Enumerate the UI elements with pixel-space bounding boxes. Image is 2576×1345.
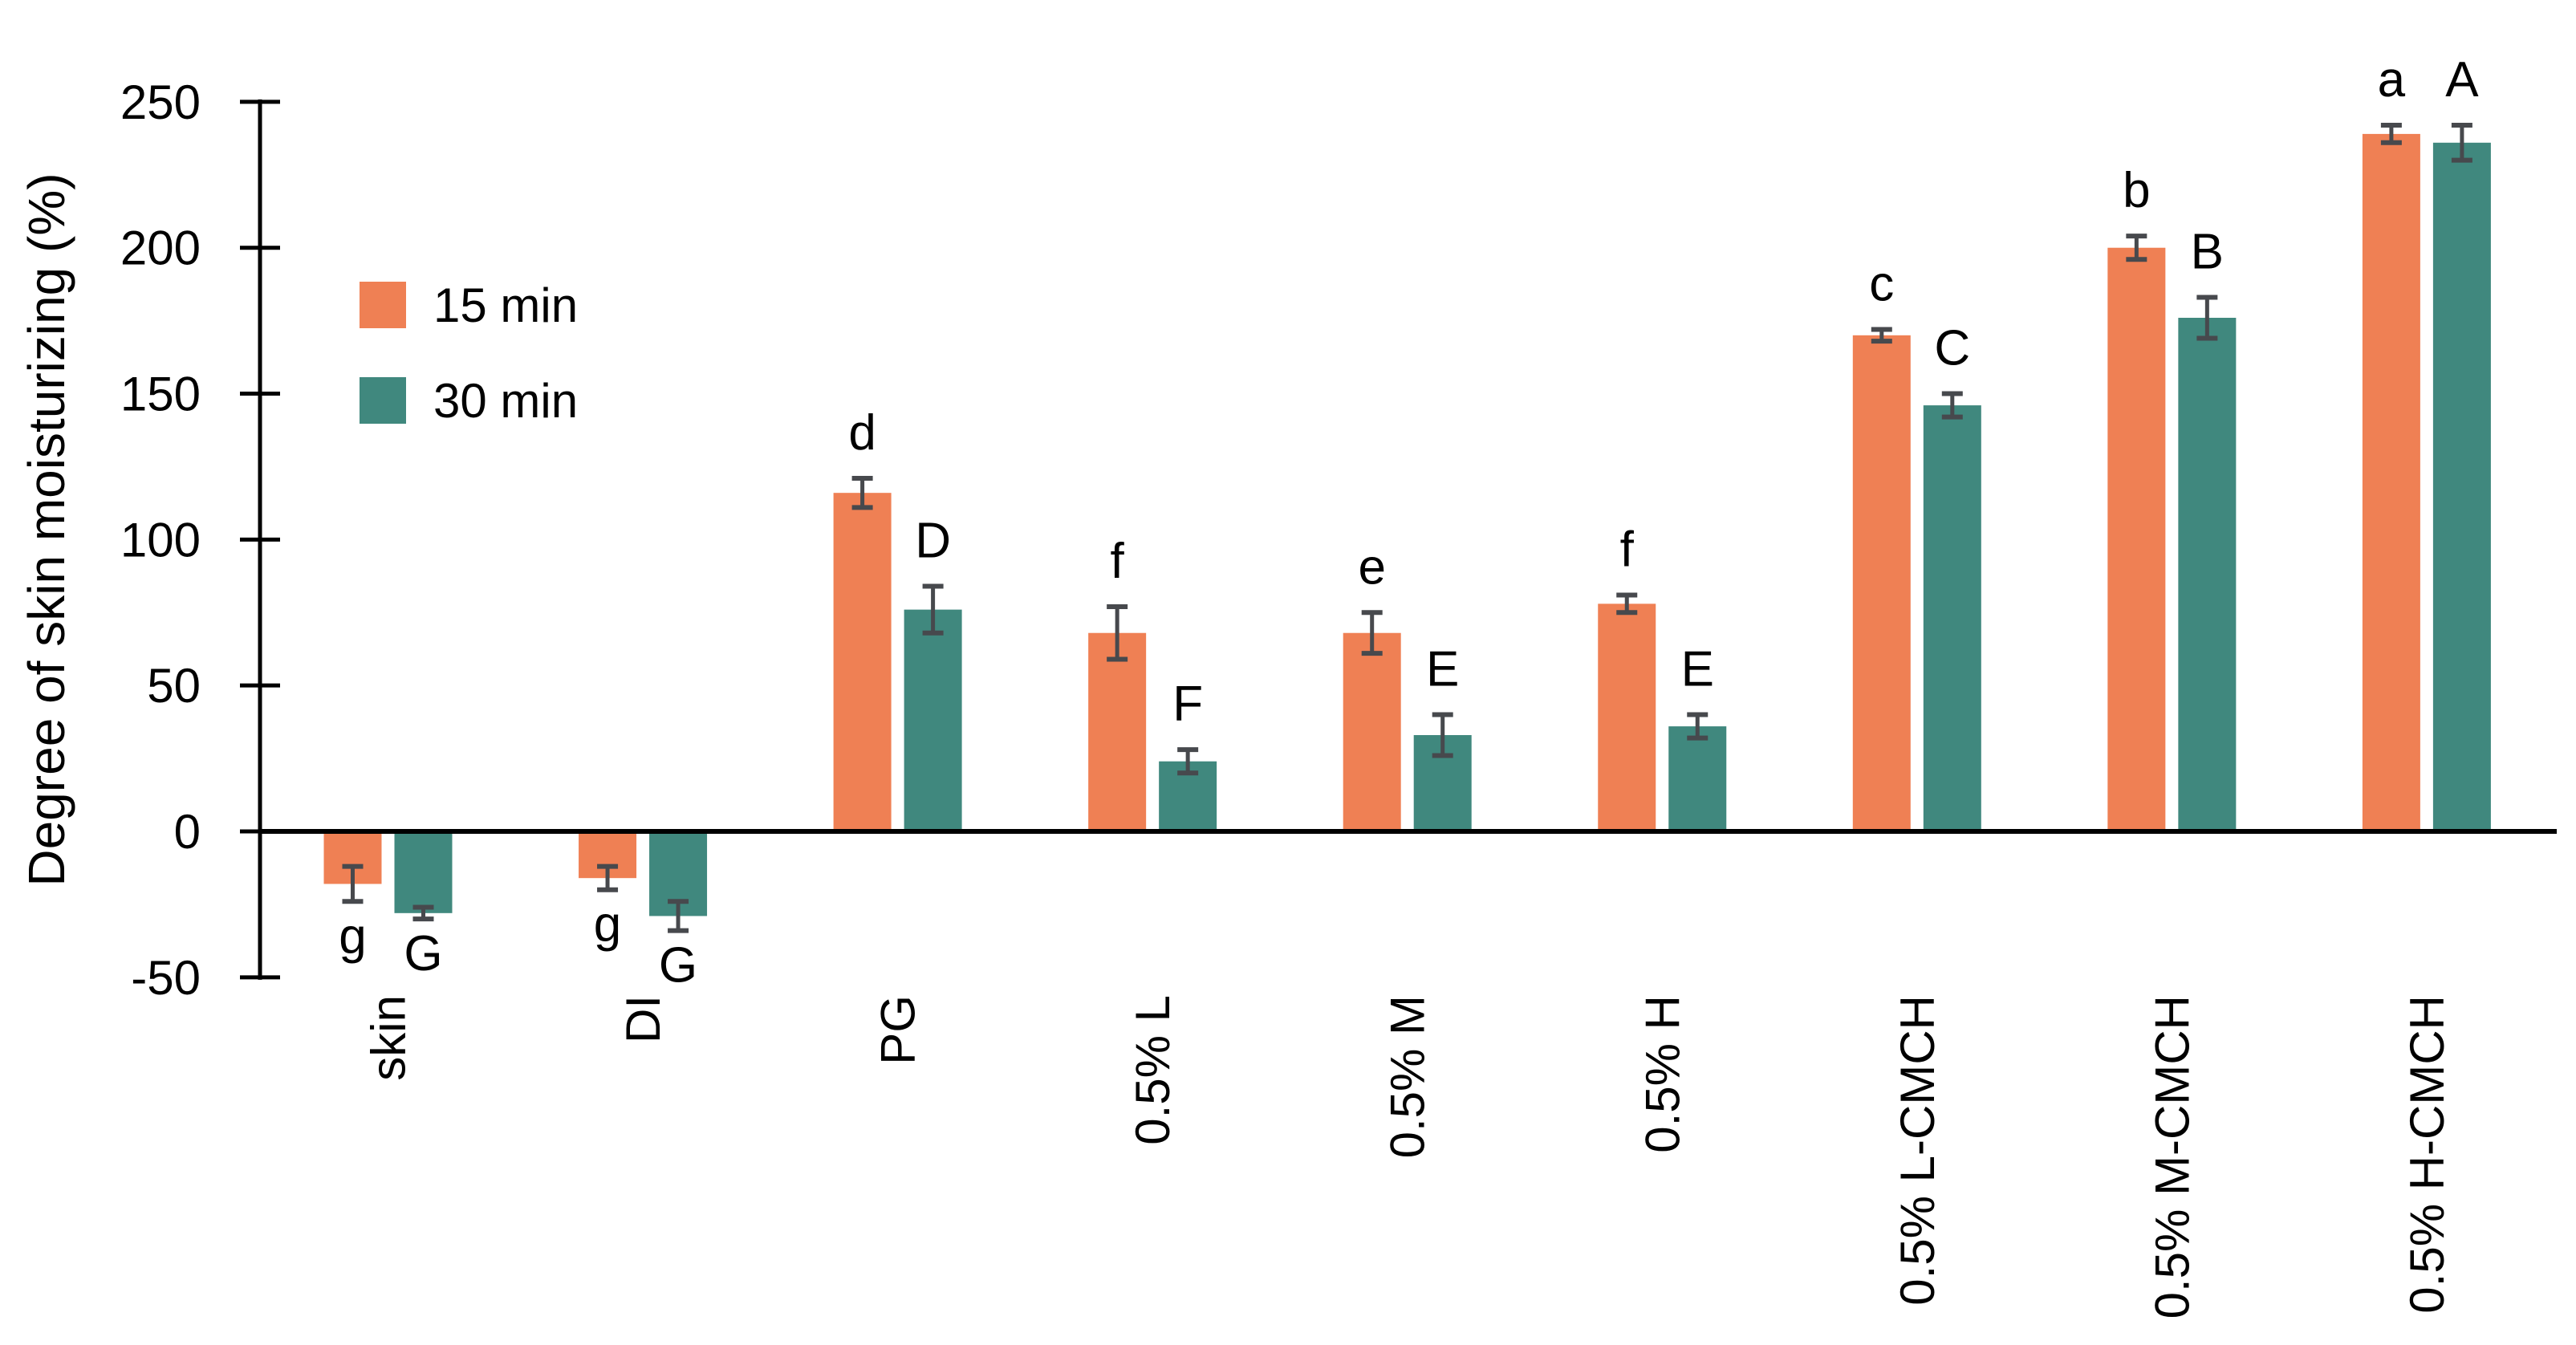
legend-item-15min: 15 min	[360, 278, 578, 332]
x-category-label: skin	[362, 995, 416, 1081]
y-tick-label: -50	[131, 951, 201, 1005]
bar	[833, 493, 892, 831]
y-axis-title: Degree of skin moisturizing (%)	[18, 173, 75, 887]
x-category-label: 0.5% H	[1635, 995, 1689, 1153]
y-tick-label: 0	[174, 805, 201, 859]
x-category-label: 0.5% M	[1381, 995, 1435, 1158]
significance-letter: G	[404, 926, 442, 981]
significance-letter: g	[594, 897, 621, 953]
legend-swatch-30min	[360, 377, 406, 424]
legend-label-15min: 15 min	[433, 278, 579, 332]
bar	[1923, 405, 1981, 832]
legend-item-30min: 30 min	[360, 374, 578, 428]
significance-letter: B	[2191, 225, 2224, 280]
significance-letter: C	[1934, 321, 1970, 376]
bar	[2432, 142, 2491, 832]
x-category-label: 0.5% L-CMCH	[1891, 995, 1944, 1306]
y-tick-label: 100	[120, 513, 201, 567]
significance-letter: E	[1426, 642, 1459, 697]
legend: 15 min 30 min	[360, 278, 578, 473]
significance-letter: f	[1111, 534, 1125, 589]
legend-label-30min: 30 min	[433, 373, 579, 428]
bar	[1343, 632, 1401, 831]
bar	[1088, 632, 1147, 831]
legend-swatch-15min	[360, 282, 406, 328]
x-category-label: 0.5% H-CMCH	[2400, 995, 2454, 1314]
x-category-label: 0.5% M-CMCH	[2145, 995, 2199, 1319]
significance-letter: A	[2445, 52, 2479, 108]
y-tick-label: 50	[147, 659, 201, 713]
bar	[2178, 317, 2237, 831]
significance-letter: a	[2378, 52, 2406, 108]
bar	[394, 831, 453, 913]
y-tick-label: 250	[120, 75, 201, 129]
x-category-label: 0.5% L	[1126, 995, 1180, 1145]
significance-letter: G	[659, 938, 697, 994]
y-tick-label: 200	[120, 221, 201, 275]
significance-letter: D	[915, 514, 951, 569]
significance-letter: f	[1620, 522, 1635, 577]
significance-letter: E	[1681, 642, 1714, 697]
x-category-label: DI	[616, 995, 670, 1043]
significance-letter: c	[1869, 257, 1894, 312]
significance-letter: d	[848, 405, 876, 461]
significance-letter: F	[1172, 677, 1203, 732]
y-tick-label: 150	[120, 368, 201, 421]
bar	[2107, 247, 2166, 832]
bar	[1668, 726, 1727, 831]
x-category-label: PG	[872, 995, 925, 1065]
bar	[2362, 133, 2420, 832]
bar	[1598, 603, 1656, 831]
significance-letter: b	[2123, 163, 2150, 218]
significance-letter: e	[1358, 539, 1385, 595]
significance-letter: g	[339, 908, 366, 964]
bar	[1852, 335, 1911, 831]
bar	[904, 609, 962, 831]
